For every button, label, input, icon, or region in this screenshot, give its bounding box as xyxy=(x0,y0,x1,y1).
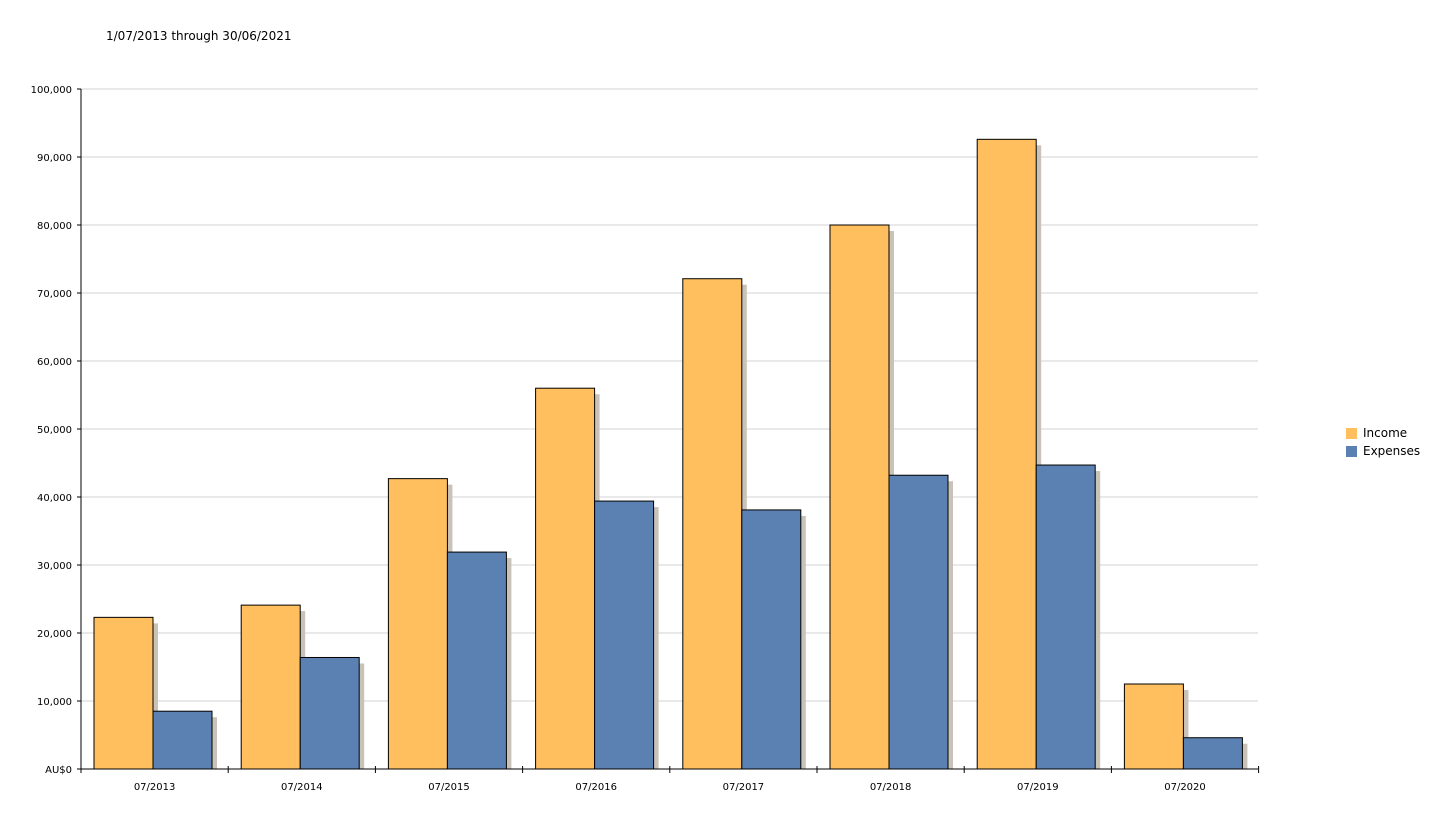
legend-swatch-expenses xyxy=(1346,445,1357,457)
y-tick-label: 30,000 xyxy=(37,561,72,572)
legend-label-expenses: Expenses xyxy=(1363,444,1421,458)
bar-income-07/2015 xyxy=(387,478,448,770)
legend-swatch-income xyxy=(1346,427,1357,439)
bar-expenses-07/2013 xyxy=(152,710,213,770)
x-tick-label: 07/2019 xyxy=(1017,782,1059,793)
legend-label-income: Income xyxy=(1363,426,1408,440)
y-tick-label: 20,000 xyxy=(37,629,72,640)
bar-income-07/2020 xyxy=(1123,683,1184,770)
y-tick-label: 40,000 xyxy=(37,493,72,504)
y-tick-label: 10,000 xyxy=(37,697,72,708)
bar-income-07/2017 xyxy=(682,278,743,770)
x-tick-label: 07/2018 xyxy=(870,782,912,793)
chart-subtitle: 1/07/2013 through 30/06/2021 xyxy=(106,29,292,43)
x-tick-label: 07/2016 xyxy=(575,782,617,793)
legend-item-income: Income xyxy=(1346,424,1420,442)
bar-expenses-07/2020 xyxy=(1182,737,1243,770)
bar-expenses-07/2015 xyxy=(446,551,507,770)
x-tick-label: 07/2017 xyxy=(723,782,765,793)
y-tick-label: 80,000 xyxy=(37,221,72,232)
x-tick-label: 07/2015 xyxy=(428,782,470,793)
bars xyxy=(93,138,1243,770)
legend-item-expenses: Expenses xyxy=(1346,442,1420,460)
bar-income-07/2016 xyxy=(535,387,596,770)
bar-income-07/2013 xyxy=(93,616,154,770)
bar-expenses-07/2014 xyxy=(299,656,360,770)
axes xyxy=(77,88,1260,773)
bar-expenses-07/2017 xyxy=(741,509,802,770)
bar-income-07/2014 xyxy=(240,604,301,770)
tick-labels: AU$0 10,000 20,000 30,000 40,000 50,000 60,000… xyxy=(31,85,1206,793)
x-tick-label: 07/2020 xyxy=(1164,782,1206,793)
x-tick-label: 07/2014 xyxy=(281,782,323,793)
x-tick-label: 07/2013 xyxy=(134,782,176,793)
y-tick-label: AU$0 xyxy=(45,765,72,776)
bar-income-07/2019 xyxy=(976,138,1037,770)
y-tick-label: 100,000 xyxy=(31,85,72,96)
bar-income-07/2018 xyxy=(829,224,890,770)
bar-expenses-07/2019 xyxy=(1035,464,1096,770)
y-tick-label: 50,000 xyxy=(37,425,72,436)
y-tick-label: 60,000 xyxy=(37,357,72,368)
y-tick-label: 90,000 xyxy=(37,153,72,164)
y-tick-label: 70,000 xyxy=(37,289,72,300)
bar-expenses-07/2018 xyxy=(888,474,949,770)
bar-expenses-07/2016 xyxy=(594,500,655,770)
legend: Income Expenses xyxy=(1346,424,1420,460)
